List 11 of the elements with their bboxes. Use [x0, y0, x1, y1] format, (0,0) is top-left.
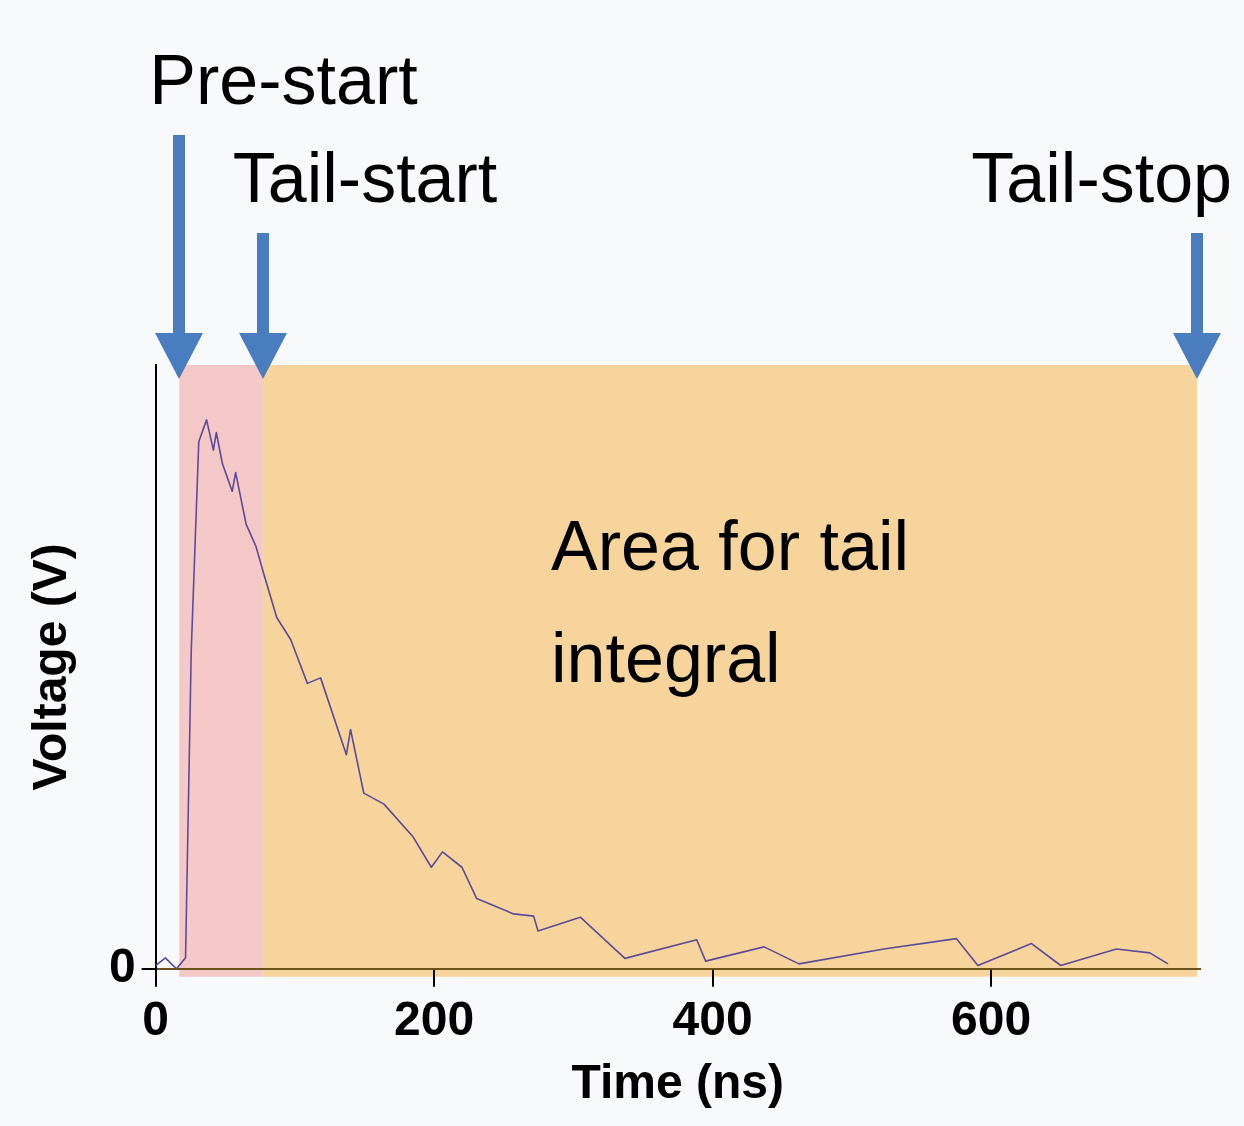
y-axis-title: Voltage (V): [23, 543, 77, 791]
band-label: Area for tail integral: [551, 507, 909, 698]
x-tick-label: 0: [142, 991, 169, 1045]
text: Pre-start: [149, 41, 418, 120]
text: Tail-stop: [971, 139, 1232, 218]
x-axis-title: Time (ns): [571, 1055, 785, 1109]
text: Tail-start: [232, 139, 498, 218]
x-tick-label: 600: [951, 991, 1032, 1045]
x-tick-label: 400: [672, 991, 753, 1045]
x-tick-label: 200: [394, 991, 475, 1045]
text: 0: [108, 939, 136, 993]
